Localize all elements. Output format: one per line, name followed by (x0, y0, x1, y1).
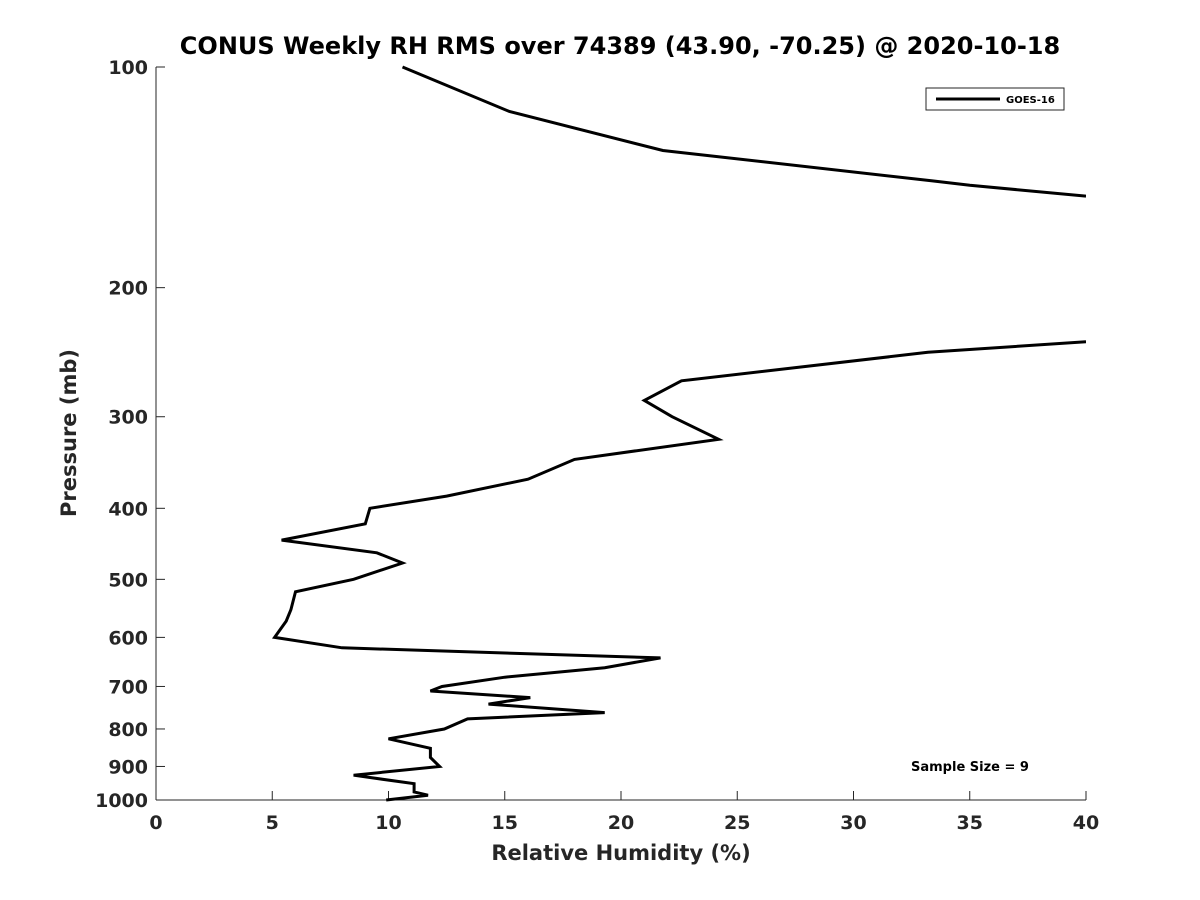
y-tick-label: 100 (108, 57, 148, 79)
y-tick-label: 400 (108, 498, 148, 520)
x-tick-label: 35 (957, 812, 983, 834)
series-layer (271, 65, 1086, 802)
y-axis-ticks: 100 200 300 400 500 600 700 800 900 1000 (95, 57, 165, 812)
y-tick-label: 600 (108, 627, 148, 649)
x-axis-ticks: 0 5 10 15 20 25 30 35 40 (149, 791, 1099, 834)
y-tick-label: 900 (108, 756, 148, 778)
y-tick-label: 200 (108, 278, 148, 300)
x-tick-label: 40 (1073, 812, 1099, 834)
x-tick-label: 25 (724, 812, 750, 834)
x-tick-label: 15 (492, 812, 518, 834)
x-tick-label: 0 (149, 812, 162, 834)
x-tick-label: 30 (840, 812, 866, 834)
x-tick-label: 20 (608, 812, 634, 834)
sample-size-annotation: Sample Size = 9 (911, 760, 1029, 775)
x-tick-label: 10 (375, 812, 401, 834)
x-axis-label: Relative Humidity (%) (491, 841, 750, 865)
chart-title: CONUS Weekly RH RMS over 74389 (43.90, -… (180, 32, 1060, 60)
legend-label: GOES-16 (1006, 95, 1055, 106)
y-tick-label: 700 (108, 676, 148, 698)
y-tick-label: 300 (108, 407, 148, 429)
series-line-goes-16 (271, 340, 1086, 802)
y-tick-label: 500 (108, 569, 148, 591)
y-tick-label: 800 (108, 719, 148, 741)
y-tick-label: 1000 (95, 790, 148, 812)
series-line-goes-16 (401, 65, 1086, 198)
legend: GOES-16 (925, 87, 1065, 111)
x-tick-label: 5 (266, 812, 279, 834)
y-axis-label: Pressure (mb) (57, 349, 81, 517)
